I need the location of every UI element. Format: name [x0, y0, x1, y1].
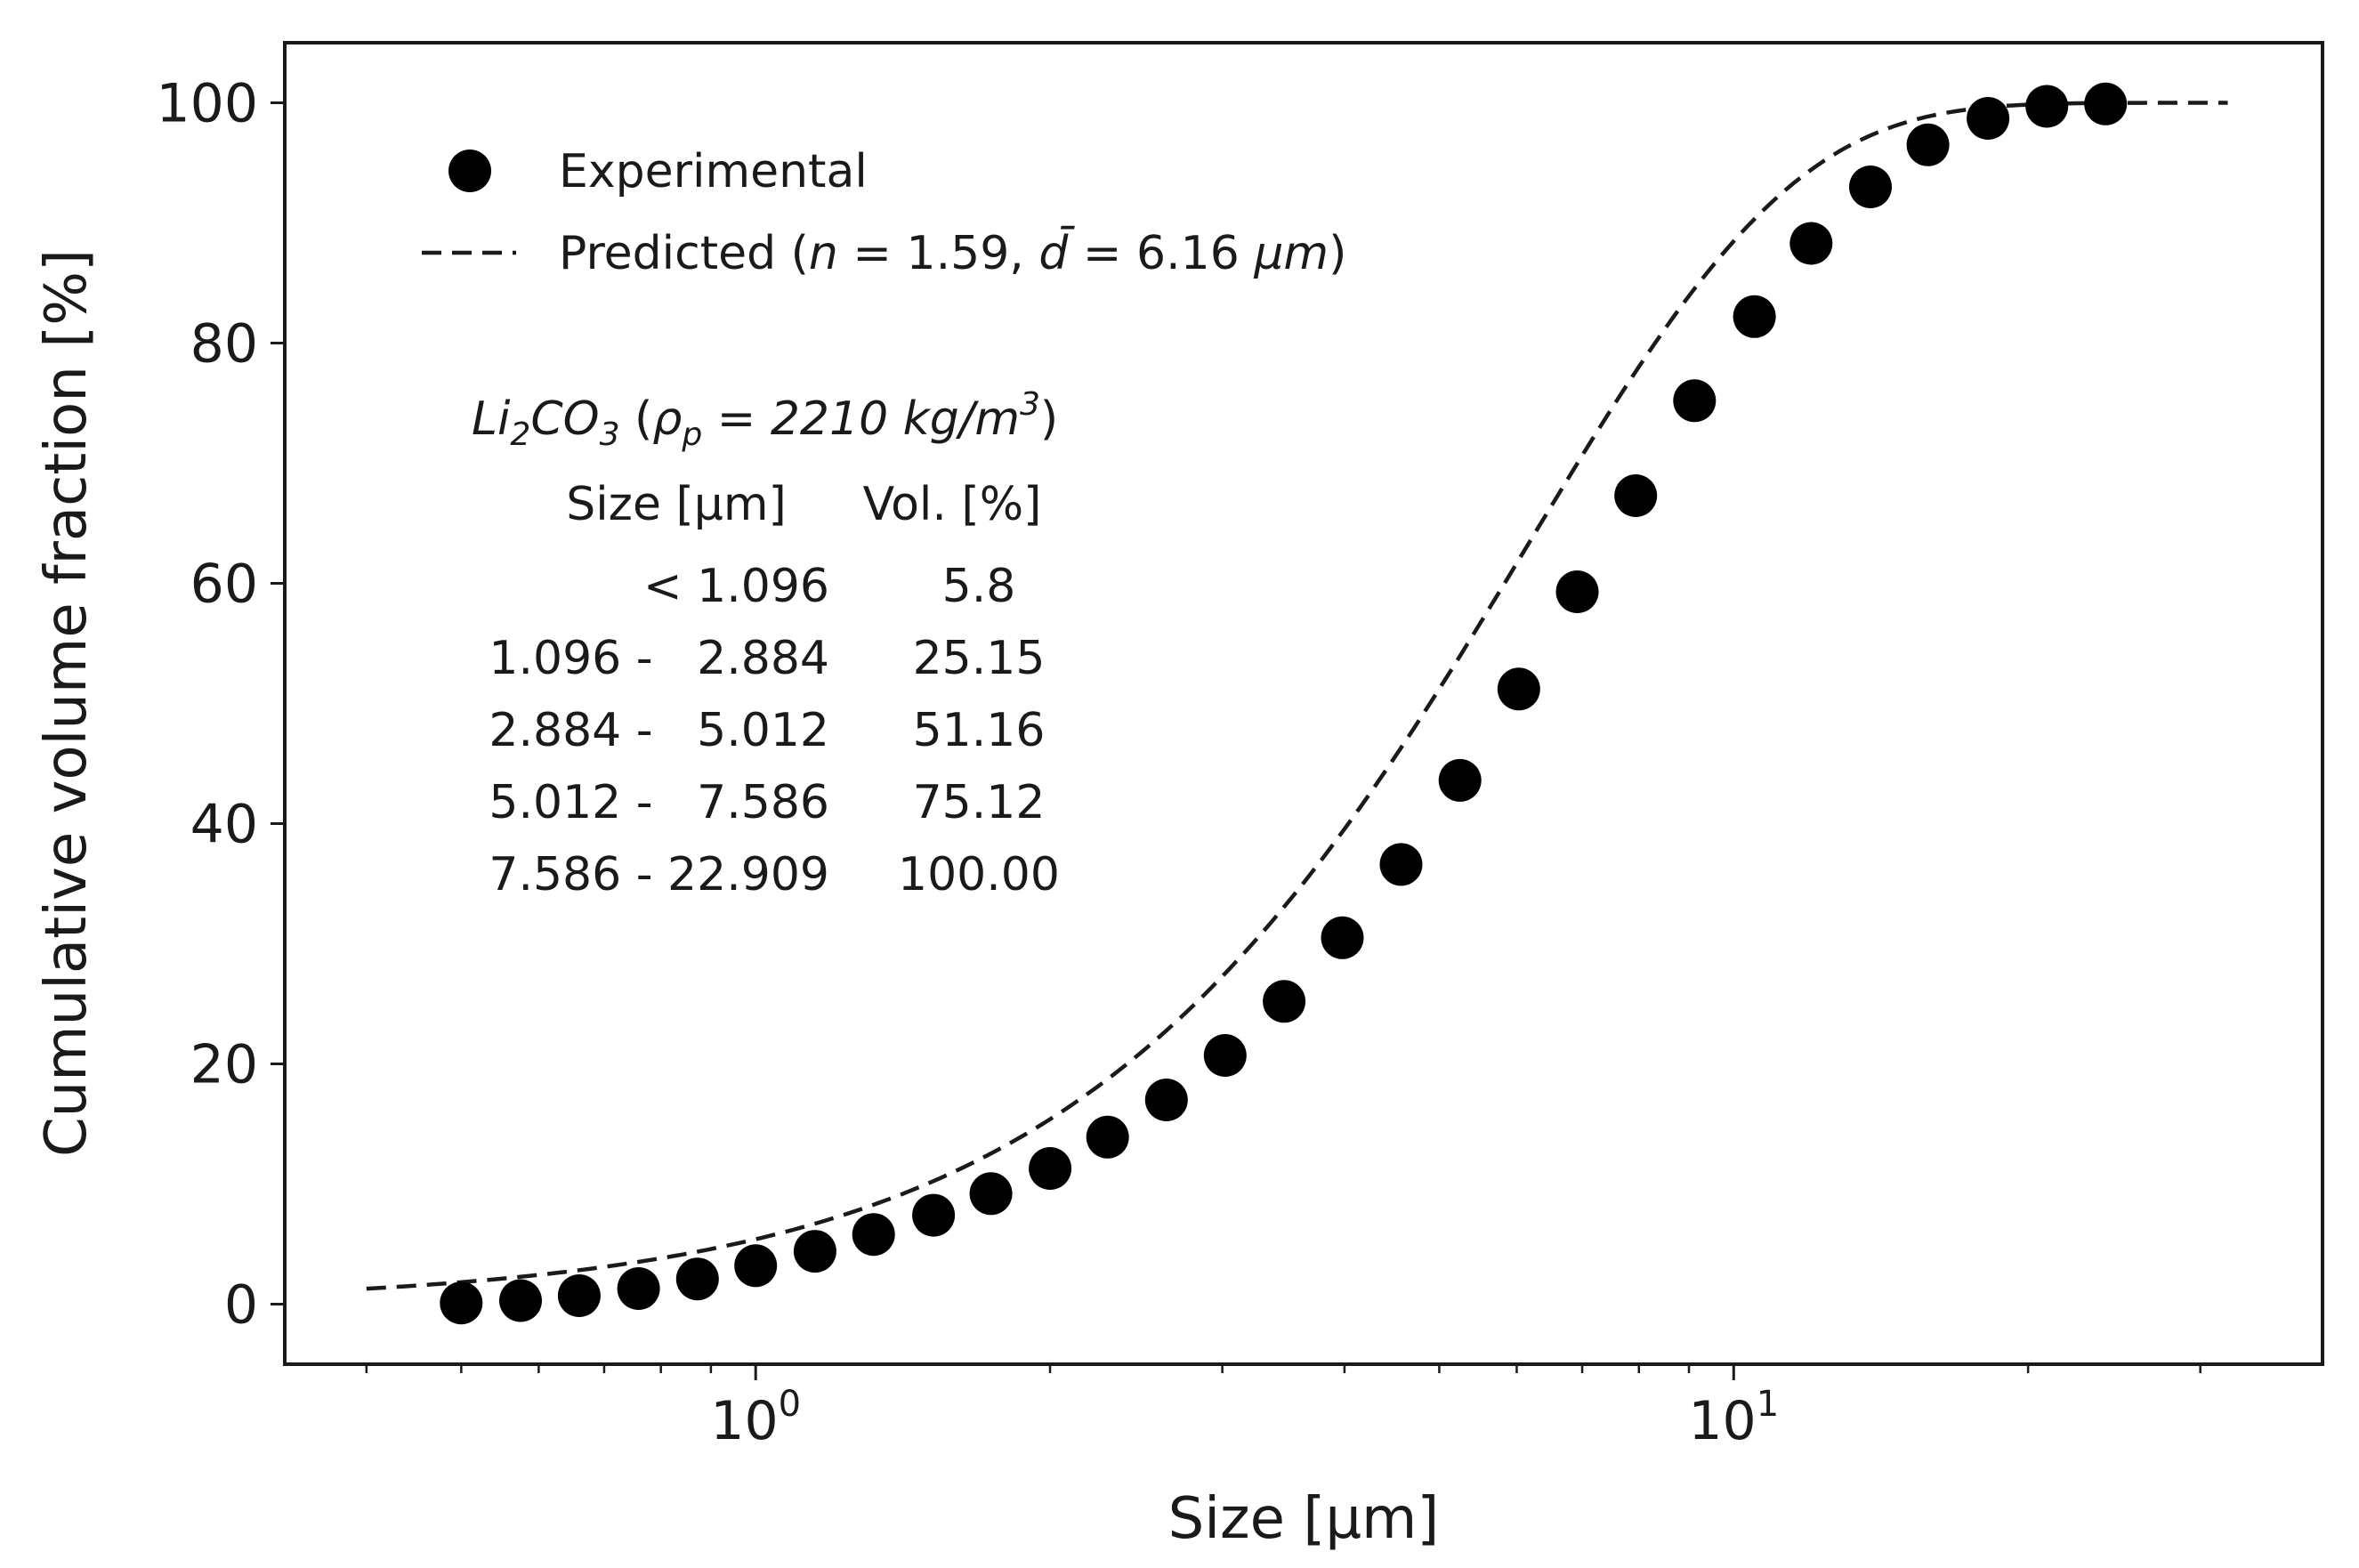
legend-label-predicted: Predicted (n = 1.59, d̄ = 6.16 μm)	[559, 226, 1346, 280]
experimental-point	[1967, 97, 2010, 140]
experimental-point	[2084, 82, 2128, 125]
y-axis-label: Cumulative volume fraction [%]	[34, 249, 100, 1157]
experimental-point	[793, 1230, 836, 1273]
table-vol-value: 5.8	[942, 560, 1016, 613]
experimental-point	[1144, 1079, 1188, 1121]
table-size-range: 5.012 - 7.586	[489, 776, 829, 829]
material-header: Li2CO3 (ρp = 2210 kg/m3)	[472, 386, 1058, 453]
table-size-range: 2.884 - 5.012	[489, 704, 829, 757]
legend: Experimental Predicted (n = 1.59, d̄ = 6…	[422, 145, 1346, 280]
experimental-point	[1789, 222, 1833, 265]
experimental-point	[1614, 474, 1658, 517]
experimental-point	[440, 1281, 483, 1325]
experimental-point	[1849, 166, 1892, 208]
table-vol-value: 75.12	[913, 776, 1046, 829]
y-tick-label: 40	[190, 794, 258, 856]
experimental-point	[1906, 123, 1950, 166]
table-vol-value: 25.15	[913, 632, 1046, 685]
experimental-point	[852, 1213, 895, 1257]
legend-marker-experimental	[448, 150, 491, 192]
table-header-vol: Vol. [%]	[863, 478, 1042, 531]
experimental-point	[1497, 667, 1540, 711]
table-vol-value: 51.16	[913, 704, 1046, 757]
experimental-point	[499, 1279, 542, 1322]
experimental-point	[912, 1193, 956, 1237]
experimental-point	[617, 1267, 660, 1310]
table-size-range: 7.586 - 22.909	[489, 848, 829, 901]
x-axis-label: Size [μm]	[1168, 1486, 1440, 1552]
y-tick-label: 60	[190, 554, 258, 616]
material-annotation: Li2CO3 (ρp = 2210 kg/m3) Size [μm] Vol. …	[472, 386, 1060, 901]
y-tick-label: 100	[156, 73, 258, 135]
experimental-point	[1029, 1147, 1072, 1190]
experimental-point	[1263, 980, 1306, 1023]
x-axis: 100 101	[710, 1364, 1779, 1452]
table-size-range: < 1.096	[643, 560, 829, 613]
legend-label-experimental: Experimental	[559, 145, 868, 198]
y-tick-label: 80	[190, 313, 258, 376]
predicted-curve	[366, 101, 2228, 1291]
experimental-point	[1086, 1115, 1129, 1159]
x-minor-ticks	[365, 1364, 2201, 1373]
experimental-point	[1438, 758, 1482, 802]
experimental-point	[969, 1172, 1013, 1216]
experimental-point	[2025, 85, 2069, 128]
experimental-point	[1555, 570, 1599, 613]
experimental-point	[1203, 1034, 1247, 1077]
experimental-series	[440, 82, 2128, 1325]
x-tick-label: 100	[710, 1384, 801, 1452]
table-size-range: 1.096 - 2.884	[489, 632, 829, 685]
y-tick-label: 0	[224, 1274, 258, 1337]
y-tick-label: 20	[190, 1034, 258, 1096]
experimental-point	[1379, 843, 1423, 886]
x-tick-label: 101	[1688, 1384, 1779, 1452]
y-axis: 0 20 40 60 80 100	[156, 73, 285, 1337]
size-table: < 1.096 5.8 1.096 - 2.884 25.15 2.884 - 5.01…	[489, 560, 1060, 901]
plot-area	[283, 41, 2324, 1366]
table-vol-value: 100.00	[898, 848, 1060, 901]
experimental-point	[1733, 295, 1776, 338]
experimental-point	[1321, 916, 1364, 959]
table-header-size: Size [μm]	[566, 478, 787, 531]
experimental-point	[1673, 379, 1717, 423]
experimental-point	[734, 1244, 778, 1288]
experimental-point	[675, 1257, 719, 1301]
experimental-point	[557, 1274, 601, 1317]
